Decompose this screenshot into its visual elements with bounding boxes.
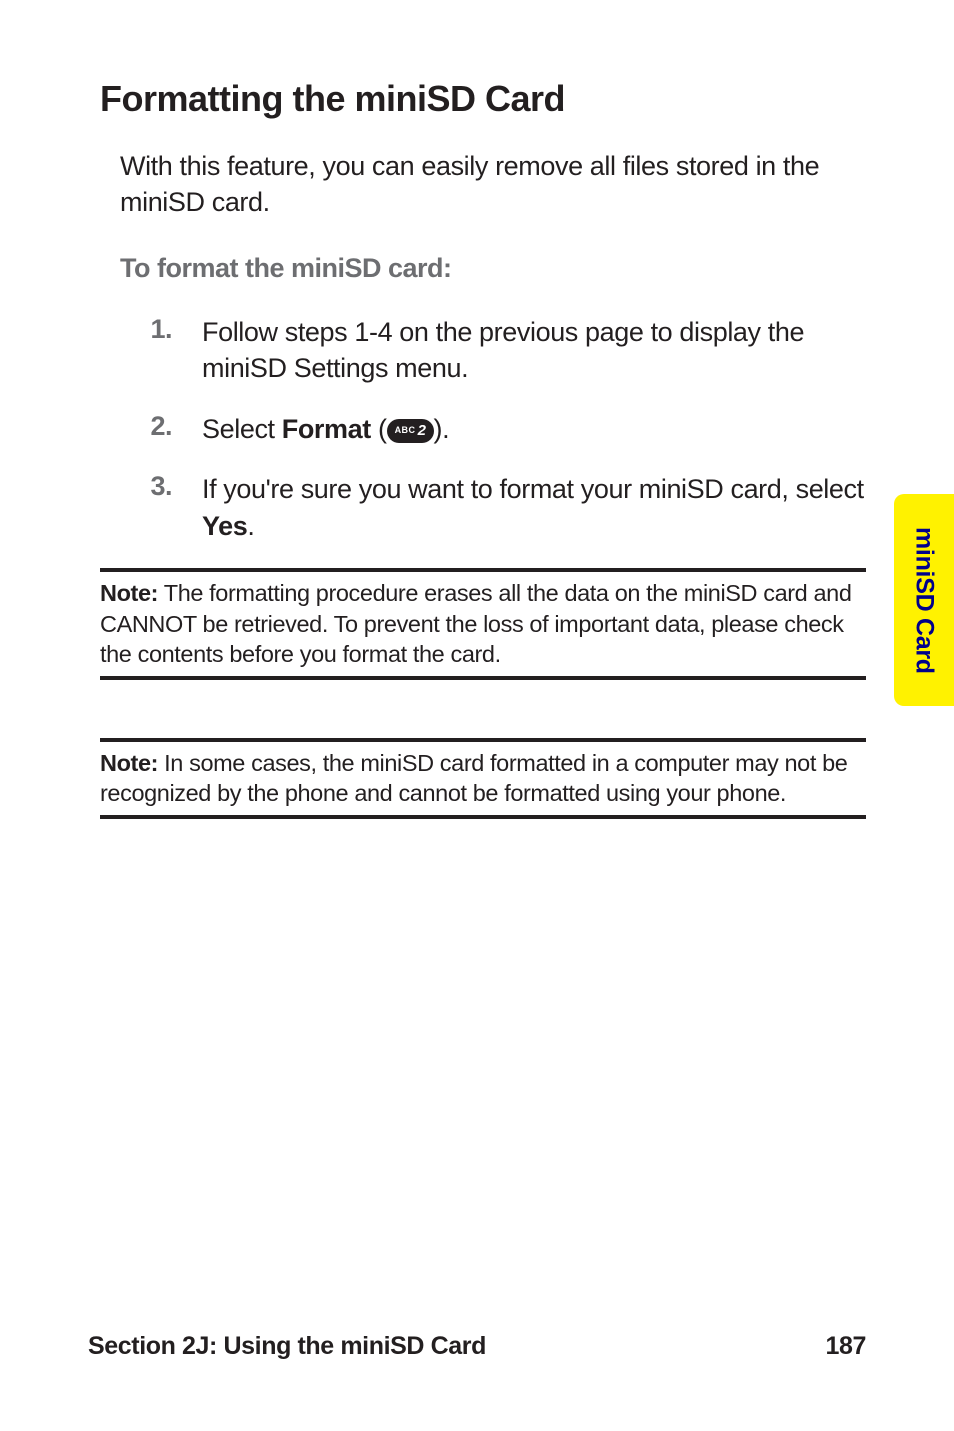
- step-number: 3.: [140, 471, 172, 544]
- keypad-2-icon: ABC2: [387, 419, 434, 443]
- step-text: Follow steps 1-4 on the previous page to…: [202, 314, 866, 387]
- section-tab-label: miniSD Card: [910, 527, 939, 674]
- section-tab: miniSD Card: [894, 494, 954, 706]
- page-heading: Formatting the miniSD Card: [100, 78, 866, 120]
- step-item: 1. Follow steps 1-4 on the previous page…: [140, 314, 866, 387]
- procedure-subhead: To format the miniSD card:: [120, 253, 866, 284]
- note-text: Note: The formatting procedure erases al…: [100, 578, 866, 670]
- note-block: Note: In some cases, the miniSD card for…: [100, 738, 866, 819]
- step-number: 2.: [140, 411, 172, 447]
- footer-section-title: Section 2J: Using the miniSD Card: [88, 1332, 486, 1361]
- step-item: 2. Select Format (ABC2).: [140, 411, 866, 447]
- note-block: Note: The formatting procedure erases al…: [100, 568, 866, 680]
- step-number: 1.: [140, 314, 172, 387]
- steps-list: 1. Follow steps 1-4 on the previous page…: [140, 314, 866, 544]
- note-rule: [100, 738, 866, 742]
- note-text: Note: In some cases, the miniSD card for…: [100, 748, 866, 809]
- note-rule: [100, 815, 866, 819]
- step-text: If you're sure you want to format your m…: [202, 471, 866, 544]
- page-footer: Section 2J: Using the miniSD Card 187: [88, 1332, 866, 1361]
- note-rule: [100, 568, 866, 572]
- intro-paragraph: With this feature, you can easily remove…: [120, 148, 866, 221]
- step-item: 3. If you're sure you want to format you…: [140, 471, 866, 544]
- step-text: Select Format (ABC2).: [202, 411, 866, 447]
- footer-page-number: 187: [825, 1332, 866, 1361]
